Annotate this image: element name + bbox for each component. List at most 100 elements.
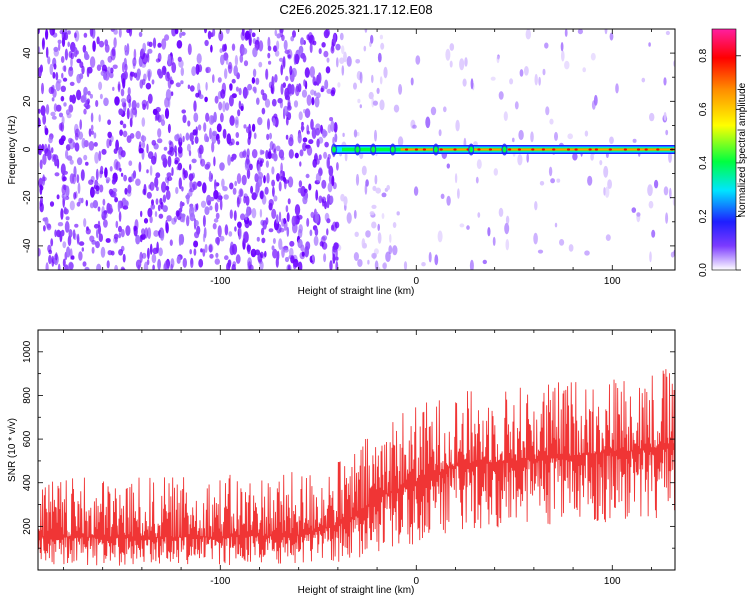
- spectrogram-speckle: [167, 123, 171, 134]
- spectrogram-speckle: [353, 82, 357, 90]
- spectrogram-speckle: [292, 261, 297, 270]
- spectrogram-speckle: [133, 225, 138, 237]
- spectrogram-speckle: [290, 84, 295, 95]
- spectrogram-speckle: [215, 252, 219, 258]
- spectrogram-speckle: [335, 43, 341, 51]
- spectrogram-speckle: [222, 100, 226, 113]
- spectrogram-speckle: [275, 145, 281, 152]
- spectrogram-speckle: [264, 98, 271, 108]
- spectrogram-speckle: [124, 63, 128, 72]
- colorbar-gradient: [711, 28, 737, 271]
- spectrogram-speckle: [214, 258, 220, 265]
- spectrogram-speckle: [326, 218, 331, 224]
- spectrogram-speckle: [209, 253, 214, 259]
- spectrogram-speckle: [152, 264, 155, 270]
- spectrogram-speckle: [266, 172, 270, 184]
- spectrogram-y-label: Frequency (Hz): [7, 116, 18, 185]
- spectrogram-speckle: [120, 98, 127, 104]
- spectrogram-speckle: [392, 222, 397, 228]
- spectrogram-speckle: [158, 213, 164, 219]
- spectrogram-speckle: [300, 52, 306, 59]
- spectrogram-speckle: [39, 202, 44, 213]
- spectrogram-speckle: [367, 259, 370, 265]
- spectrogram-speckle: [291, 215, 297, 227]
- spectrogram-speckle: [69, 81, 75, 86]
- spectrogram-speckle: [200, 200, 207, 208]
- spectrogram-speckle: [103, 219, 108, 228]
- spectrogram-speckle: [88, 179, 94, 185]
- spectrogram-speckle: [164, 108, 170, 119]
- spectrogram-speckle: [99, 169, 103, 179]
- spectrogram-speckle: [205, 81, 208, 91]
- spectrogram-speckle: [74, 223, 79, 228]
- spectrogram-speckle: [115, 139, 119, 152]
- spectrogram-speckle: [386, 184, 391, 191]
- spectrogram-speckle: [83, 154, 88, 161]
- spectrogram-speckle: [197, 180, 202, 187]
- spectrogram-speckle: [38, 108, 41, 114]
- spectrogram-speckle: [102, 198, 106, 206]
- spectrogram-speckle: [379, 99, 385, 111]
- spectrogram-speckle: [361, 165, 367, 176]
- spectrogram-speckle: [147, 48, 153, 54]
- spectrogram-speckle: [113, 37, 117, 48]
- spectrogram-speckle: [74, 32, 77, 39]
- spectrogram-speckle: [80, 169, 85, 181]
- spectrogram-speckle: [235, 254, 241, 264]
- spectrogram-speckle: [182, 257, 187, 268]
- spectrogram-speckle: [280, 64, 284, 76]
- signal-peak: [541, 148, 546, 151]
- spectrogram-speckle: [204, 96, 208, 103]
- spectrogram-speckle: [54, 159, 58, 167]
- spectrogram-speckle: [282, 56, 286, 68]
- spectrogram-speckle: [111, 46, 116, 57]
- spectrogram-speckle: [191, 66, 197, 77]
- spectrogram-speckle: [304, 67, 310, 78]
- spectrogram-speckle: [315, 211, 319, 224]
- spectrogram-speckle: [120, 229, 125, 238]
- spectrogram-speckle: [189, 188, 195, 193]
- x-tick-label: 0: [413, 576, 419, 587]
- spectrogram-speckle: [149, 165, 153, 176]
- spectrogram-speckle: [166, 172, 172, 178]
- spectrogram-speckle: [158, 71, 164, 79]
- spectrogram-speckle: [56, 229, 61, 238]
- spectrogram-speckle: [155, 198, 159, 205]
- spectrogram-speckle: [476, 159, 482, 170]
- spectrogram-speckle: [61, 184, 67, 195]
- spectrogram-speckle: [127, 184, 132, 194]
- spectrogram-speckle: [191, 140, 194, 145]
- spectrogram-speckle: [53, 63, 57, 70]
- spectrogram-speckle: [332, 253, 336, 264]
- spectrogram-speckle: [51, 115, 57, 120]
- signal-burst-core: [355, 146, 360, 153]
- spectrogram-speckle: [212, 29, 216, 37]
- spectrogram-speckle: [312, 158, 318, 168]
- spectrogram-speckle: [224, 255, 229, 261]
- spectrogram-speckle: [356, 131, 360, 137]
- spectrogram-speckle: [181, 186, 184, 192]
- spectrogram-speckle: [251, 149, 258, 159]
- spectrogram-speckle: [146, 191, 152, 199]
- spectrogram-speckle: [315, 189, 319, 201]
- spectrogram-speckle: [229, 209, 233, 219]
- spectrogram-speckle: [90, 124, 94, 131]
- spectrogram-speckle: [556, 178, 561, 183]
- spectrogram-speckle: [63, 32, 69, 41]
- spectrogram-speckle: [154, 211, 158, 217]
- spectrogram-speckle: [548, 166, 553, 177]
- spectrogram-speckle: [99, 93, 103, 100]
- spectrogram-speckle: [332, 136, 335, 146]
- spectrogram-speckle: [186, 143, 191, 152]
- spectrogram-speckle: [165, 71, 171, 82]
- spectrogram-speckle: [359, 104, 362, 109]
- signal-peak: [414, 148, 418, 151]
- spectrogram-speckle: [67, 41, 70, 48]
- spectrogram-speckle: [272, 248, 278, 259]
- spectrogram-speckle: [440, 193, 445, 199]
- spectrogram-speckle: [189, 132, 194, 142]
- spectrogram-speckle: [325, 66, 331, 74]
- spectrogram-speckle: [298, 224, 303, 234]
- spectrogram-speckle: [327, 124, 332, 134]
- spectrogram-speckle: [191, 158, 197, 164]
